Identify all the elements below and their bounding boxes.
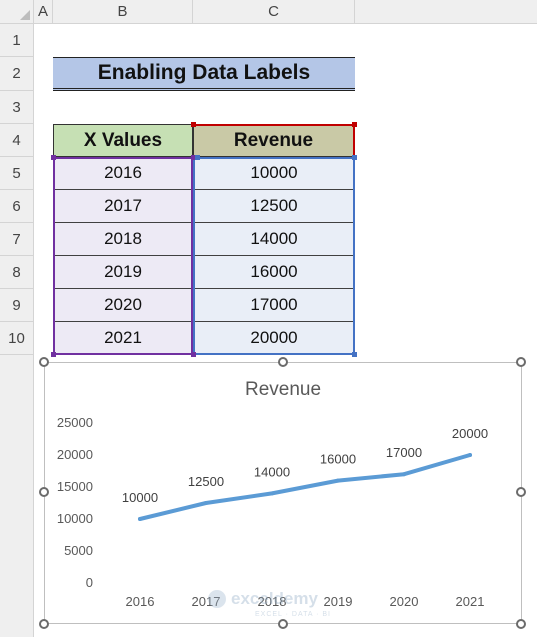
table-cell-revenue[interactable]: 10000 [195, 157, 353, 190]
row-header-10[interactable]: 10 [0, 322, 34, 355]
row-header-2[interactable]: 2 [0, 57, 34, 91]
y-tick-label: 10000 [57, 511, 93, 526]
table-cell-revenue[interactable]: 16000 [195, 256, 353, 289]
range-handle[interactable] [352, 122, 357, 127]
data-point[interactable] [204, 501, 208, 505]
range-handle[interactable] [352, 155, 357, 160]
series-revenue[interactable] [138, 453, 472, 521]
y-axis[interactable]: 0 5000 10000 15000 20000 25000 [57, 415, 93, 590]
x-tick-label: 2018 [258, 594, 287, 609]
data-point[interactable] [336, 478, 340, 483]
x-tick-label: 2021 [456, 594, 485, 609]
sheet-title[interactable]: Enabling Data Labels [53, 57, 355, 91]
table-cell-x[interactable]: 2018 [55, 223, 191, 256]
range-handle[interactable] [51, 155, 56, 160]
row-header-blank [0, 355, 34, 637]
data-label[interactable]: 10000 [122, 490, 158, 505]
data-label[interactable]: 12500 [188, 474, 224, 489]
table-cell-x[interactable]: 2019 [55, 256, 191, 289]
chart-resize-handle[interactable] [516, 487, 526, 497]
range-handle[interactable] [191, 155, 196, 160]
data-point[interactable] [468, 453, 472, 457]
x-tick-label: 2017 [192, 594, 221, 609]
chart-resize-handle[interactable] [516, 619, 526, 629]
data-point[interactable] [270, 491, 274, 496]
y-tick-label: 25000 [57, 415, 93, 430]
data-label[interactable]: 14000 [254, 464, 290, 479]
data-labels[interactable]: 10000 12500 14000 16000 17000 20000 [122, 426, 488, 505]
column-header-empty[interactable] [355, 0, 537, 24]
row-header-3[interactable]: 3 [0, 91, 34, 124]
range-handle[interactable] [195, 155, 200, 160]
row-header-5[interactable]: 5 [0, 157, 34, 190]
chart-resize-handle[interactable] [39, 487, 49, 497]
chart-resize-handle[interactable] [278, 357, 288, 367]
table-cell-revenue[interactable]: 12500 [195, 190, 353, 223]
y-tick-label: 20000 [57, 447, 93, 462]
data-point[interactable] [402, 472, 406, 477]
x-tick-label: 2020 [390, 594, 419, 609]
watermark: exceldemy EXCEL · DATA · BI [208, 589, 331, 618]
chart-resize-handle[interactable] [39, 619, 49, 629]
chart-title[interactable]: Revenue [245, 379, 321, 400]
select-all-corner[interactable] [0, 0, 34, 24]
line-chart[interactable]: Revenue 0 5000 10000 15000 20000 25000 2016 20… [44, 362, 522, 624]
table-cell-x[interactable]: 2021 [104, 327, 142, 347]
row-header-6[interactable]: 6 [0, 190, 34, 223]
chart-resize-handle[interactable] [39, 357, 49, 367]
revenue-range[interactable] [193, 157, 355, 355]
row-header-8[interactable]: 8 [0, 256, 34, 289]
row-header-4[interactable]: 4 [0, 124, 34, 157]
x-values-range[interactable] [53, 157, 193, 355]
range-handle[interactable] [191, 352, 196, 357]
table-cell-revenue[interactable]: 17000 [195, 289, 353, 322]
row-header-7[interactable]: 7 [0, 223, 34, 256]
column-header-c[interactable]: C [193, 0, 355, 24]
chart-resize-handle[interactable] [278, 619, 288, 629]
watermark-name: exceldemy [231, 589, 318, 608]
data-label[interactable]: 20000 [452, 426, 488, 441]
x-axis[interactable]: 2016 2017 2018 2019 2020 2021 [126, 594, 485, 609]
row-header-9[interactable]: 9 [0, 289, 34, 322]
table-cell-revenue[interactable]: 20000 [250, 327, 298, 347]
series-line[interactable] [138, 453, 472, 521]
y-tick-label: 5000 [64, 543, 93, 558]
x-tick-label: 2019 [324, 594, 353, 609]
watermark-logo-icon [208, 590, 226, 608]
table-cell-x[interactable]: 2016 [55, 157, 191, 190]
header-x-values[interactable]: X Values [53, 124, 193, 157]
range-handle[interactable] [352, 352, 357, 357]
table-cell-x[interactable]: 2020 [55, 289, 191, 322]
range-handle[interactable] [51, 352, 56, 357]
range-handle[interactable] [191, 122, 196, 127]
column-header-b[interactable]: B [53, 0, 193, 24]
data-point[interactable] [138, 517, 142, 521]
data-label[interactable]: 17000 [386, 445, 422, 460]
row-header-1[interactable]: 1 [0, 24, 34, 57]
x-tick-label: 2016 [126, 594, 155, 609]
chart-resize-handle[interactable] [516, 357, 526, 367]
header-revenue[interactable]: Revenue [193, 124, 355, 157]
table-cell-x[interactable]: 2017 [55, 190, 191, 223]
y-tick-label: 0 [86, 575, 93, 590]
table-cell-revenue[interactable]: 14000 [195, 223, 353, 256]
data-label[interactable]: 16000 [320, 452, 356, 467]
watermark-tagline: EXCEL · DATA · BI [255, 611, 331, 618]
column-header-a[interactable]: A [34, 0, 53, 24]
y-tick-label: 15000 [57, 479, 93, 494]
